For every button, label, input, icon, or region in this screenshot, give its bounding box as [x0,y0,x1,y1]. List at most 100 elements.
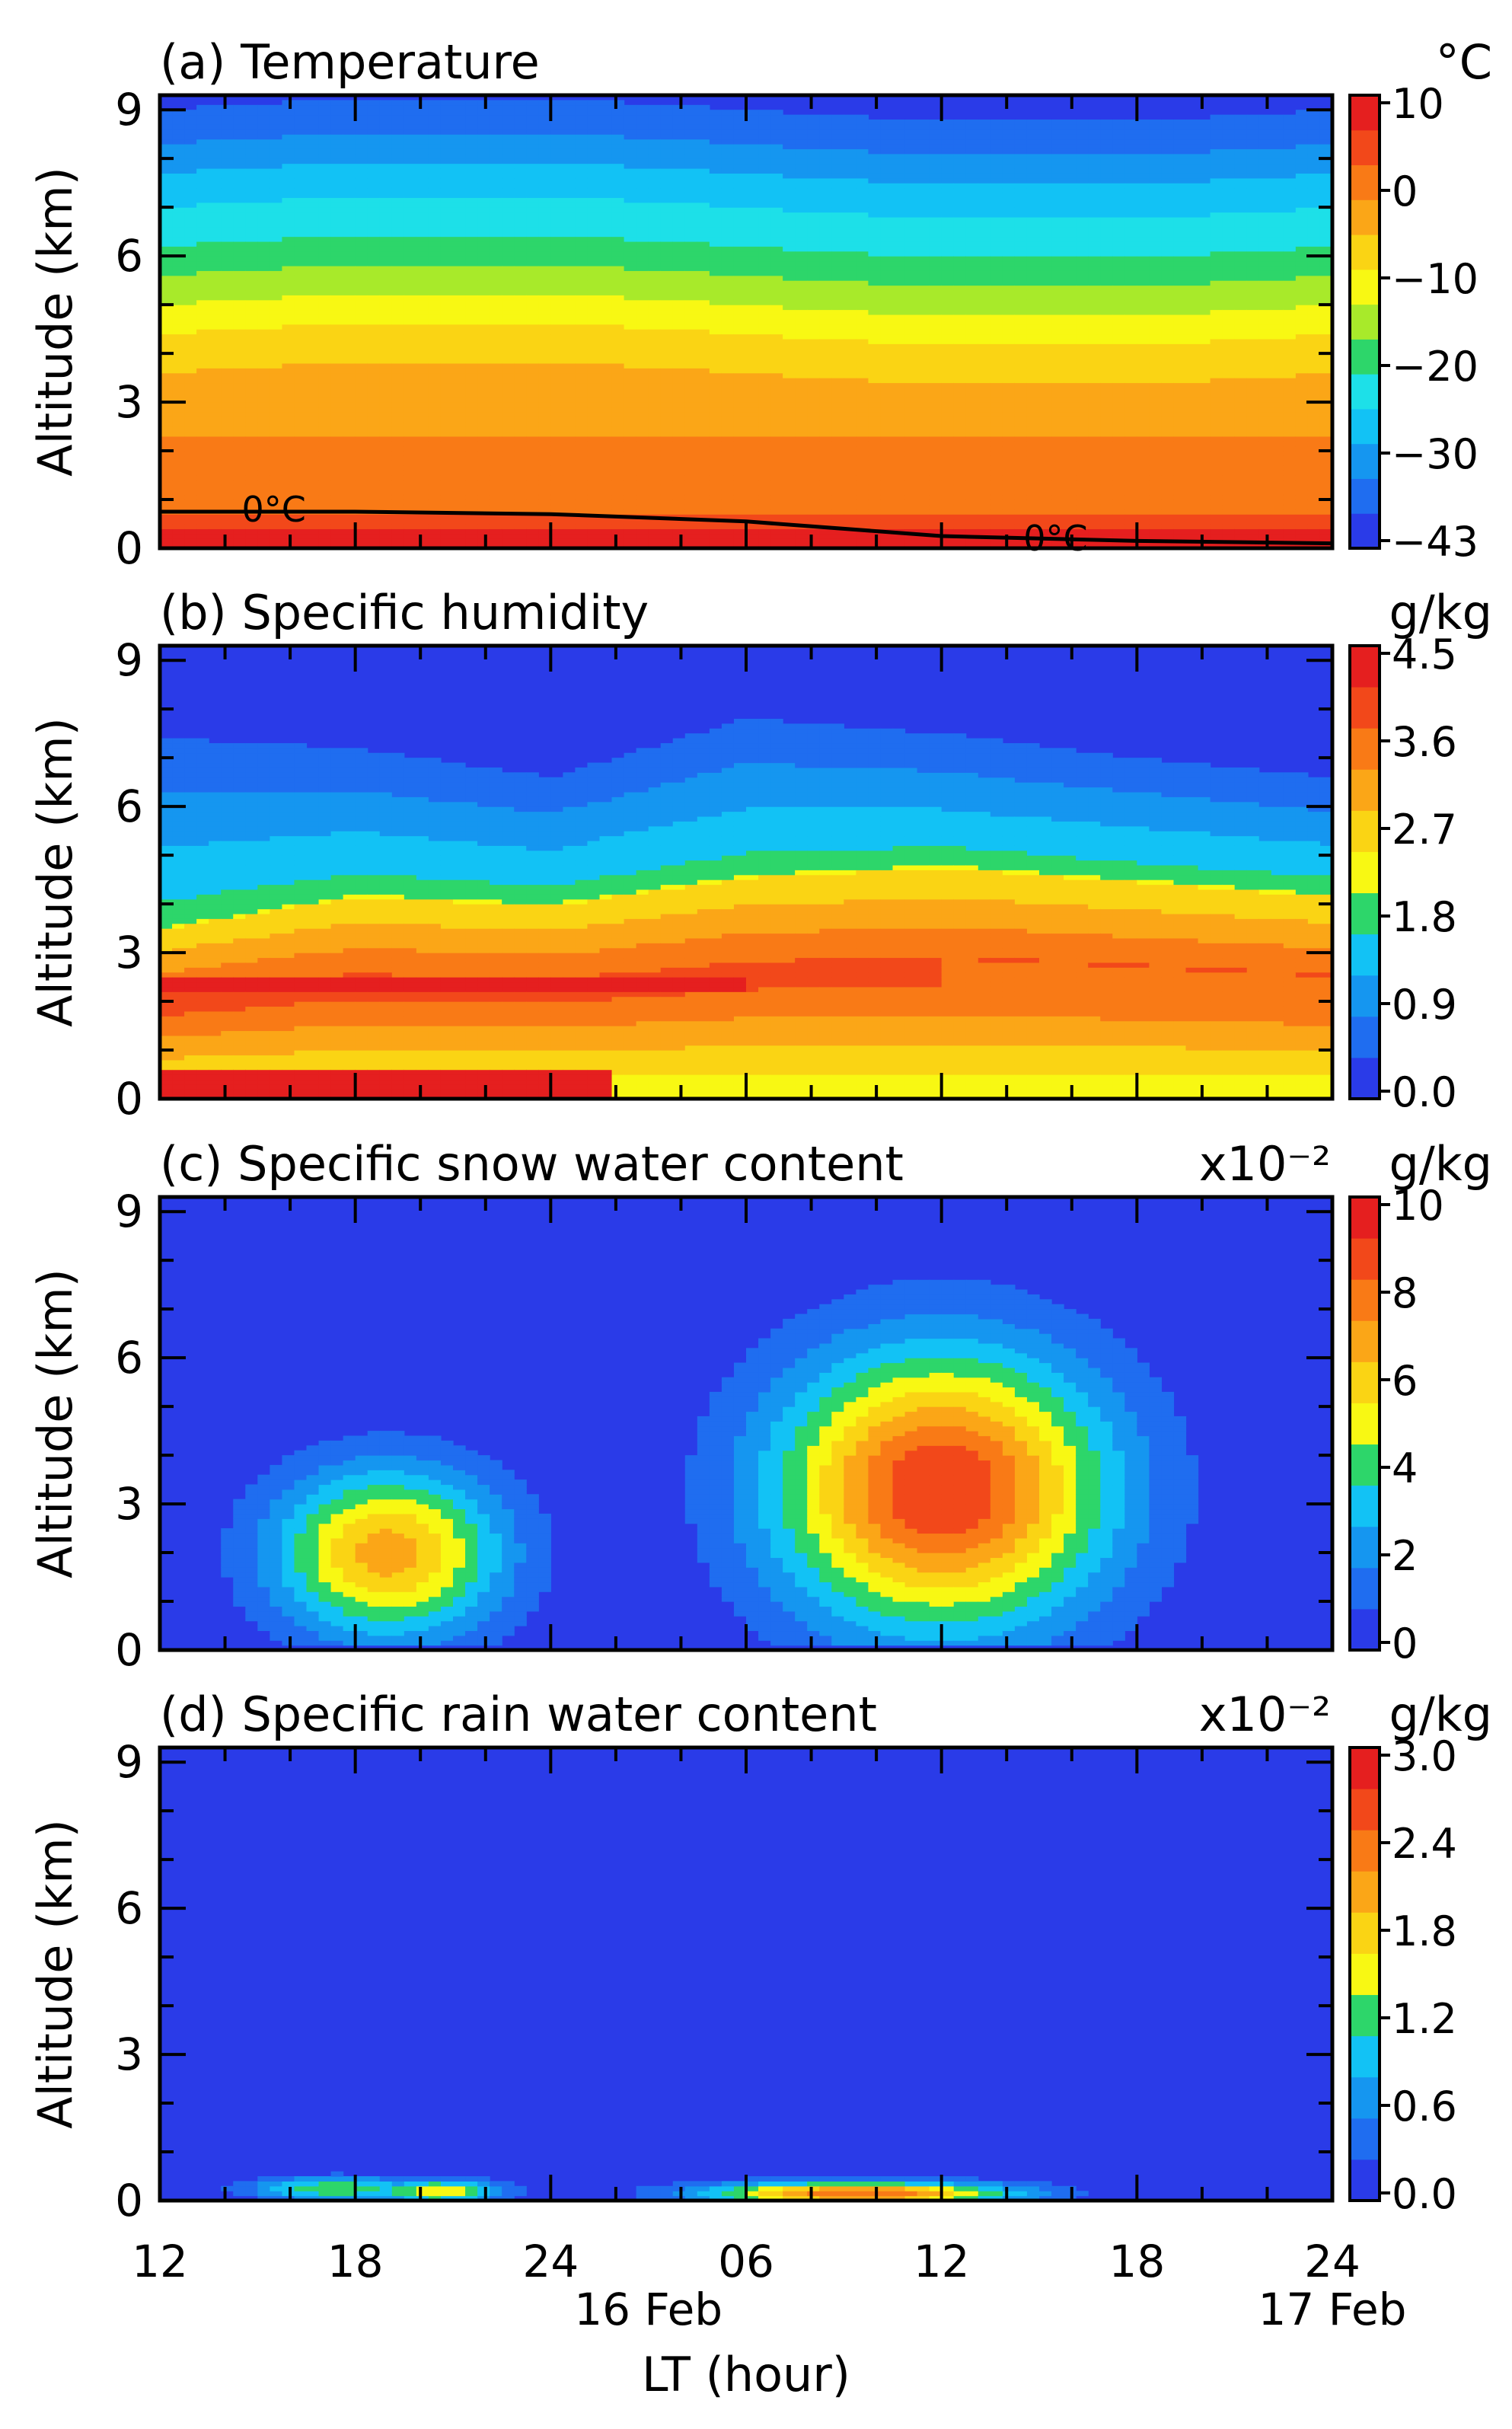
contour-cell [330,524,344,530]
contour-cell [502,265,515,271]
contour-cell [318,528,332,535]
contour-cell [209,500,222,506]
contour-cell [453,158,466,164]
contour-cell [611,445,625,452]
contour-cell [465,251,478,257]
contour-cell [783,397,796,403]
contour-cell [636,309,649,315]
contour-cell [196,251,209,257]
contour-cell [318,397,332,403]
contour-cell [477,143,490,149]
contour-cell [575,289,589,295]
contour-cell [416,187,429,193]
contour-cell [746,270,759,276]
contour-cell [184,295,197,301]
contour-cell [440,285,454,291]
contour-cell [416,436,429,442]
contour-cell [587,426,601,432]
contour-cell [563,124,576,130]
contour-cell [550,216,563,222]
contour-cell [611,275,625,281]
contour-cell [209,533,222,539]
contour-cell [367,139,381,145]
contour-cell [684,338,698,344]
contour-cell [416,402,429,408]
contour-cell [684,285,698,291]
contour-cell [709,451,723,457]
contour-cell [490,484,502,490]
contour-cell [733,299,747,305]
contour-cell [550,177,563,184]
contour-cell [758,197,771,203]
contour-cell [550,455,563,461]
contour-cell [807,426,820,432]
contour-cell [196,543,209,548]
contour-cell [355,309,368,315]
contour-cell [526,411,539,417]
contour-cell [477,543,490,548]
contour-cell [636,392,649,398]
contour-cell [587,153,601,159]
contour-cell [538,387,551,393]
contour-cell [221,387,234,393]
contour-cell [563,392,576,398]
contour-cell [611,183,625,189]
contour-cell [440,465,454,471]
contour-cell [294,480,308,486]
contour-cell [367,362,381,369]
contour-cell [660,305,674,311]
contour-cell [672,148,686,155]
contour-cell [294,153,308,159]
contour-cell [355,143,368,149]
contour-cell [160,207,173,213]
contour-cell [428,411,442,417]
contour-cell [672,490,686,496]
contour-cell [575,397,589,403]
contour-cell [733,148,747,155]
contour-cell [648,382,662,388]
contour-cell [795,319,808,325]
contour-cell [490,368,502,374]
contour-cell [428,158,442,164]
contour-cell [416,226,429,232]
contour-cell [416,417,429,423]
contour-cell [636,421,649,427]
contour-cell [453,139,466,145]
contour-cell [575,231,589,238]
contour-cell [563,494,576,500]
contour-cell [233,378,246,384]
contour-cell [819,528,832,535]
contour-cell [172,163,185,169]
contour-cell [672,455,686,461]
contour-cell [294,289,308,295]
contour-cell [587,358,601,364]
contour-cell [636,407,649,413]
contour-cell [391,104,405,110]
contour-cell [502,148,515,155]
contour-cell [721,445,735,452]
contour-cell [721,353,735,359]
contour-cell [416,397,429,403]
contour-cell [282,202,295,208]
contour-cell [160,280,173,286]
contour-cell [416,324,429,330]
contour-cell [160,358,173,364]
contour-cell [758,270,771,276]
contour-cell [575,460,589,466]
contour-cell [306,392,320,398]
contour-cell [172,124,185,130]
contour-cell [233,538,246,544]
contour-cell [343,110,356,116]
contour-cell [807,353,820,359]
contour-cell [245,260,258,267]
contour-cell [428,524,442,530]
contour-cell [404,212,417,218]
contour-cell [355,368,368,374]
contour-cell [636,475,649,481]
contour-cell [624,343,637,350]
contour-cell [599,124,613,130]
contour-cell [795,207,808,213]
contour-cell [490,153,502,159]
contour-cell [233,314,246,320]
contour-cell [770,280,783,286]
